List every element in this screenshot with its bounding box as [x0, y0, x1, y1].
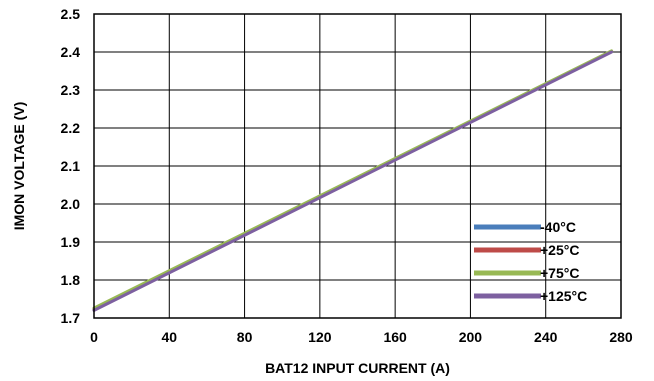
x-axis-title: BAT12 INPUT CURRENT (A): [265, 360, 450, 376]
legend-label: +75°C: [540, 265, 579, 281]
y-tick-label: 2.1: [61, 158, 81, 174]
x-tick-label: 120: [308, 329, 332, 345]
x-tick-label: 40: [161, 329, 177, 345]
x-tick-label: 80: [237, 329, 253, 345]
y-tick-label: 2.0: [61, 196, 81, 212]
y-tick-labels: 1.7 1.8 1.9 2.0 2.1 2.2 2.3 2.4 2.5: [61, 6, 81, 326]
y-axis-title: IMON VOLTAGE (V): [11, 102, 27, 231]
y-tick-label: 2.2: [61, 120, 81, 136]
y-tick-label: 1.8: [61, 272, 81, 288]
legend: -40°C +25°C +75°C +125°C: [474, 219, 587, 304]
x-tick-label: 200: [459, 329, 483, 345]
legend-label: -40°C: [540, 219, 576, 235]
y-tick-label: 2.5: [61, 6, 81, 22]
plot-border: [93, 13, 622, 319]
y-tick-label: 2.4: [61, 44, 81, 60]
x-tick-label: 0: [90, 329, 98, 345]
series-line: [92, 50, 614, 312]
y-tick-label: 2.3: [61, 82, 81, 98]
y-tick-label: 1.7: [61, 310, 81, 326]
series-lines: [92, 49, 614, 312]
legend-label: +125°C: [540, 288, 587, 304]
x-tick-label: 240: [534, 329, 558, 345]
x-tick-label: 160: [383, 329, 407, 345]
legend-label: +25°C: [540, 242, 579, 258]
y-tick-label: 1.9: [61, 234, 81, 250]
x-tick-label: 280: [609, 329, 633, 345]
x-tick-labels: 0 40 80 120 160 200 240 280: [90, 329, 633, 345]
